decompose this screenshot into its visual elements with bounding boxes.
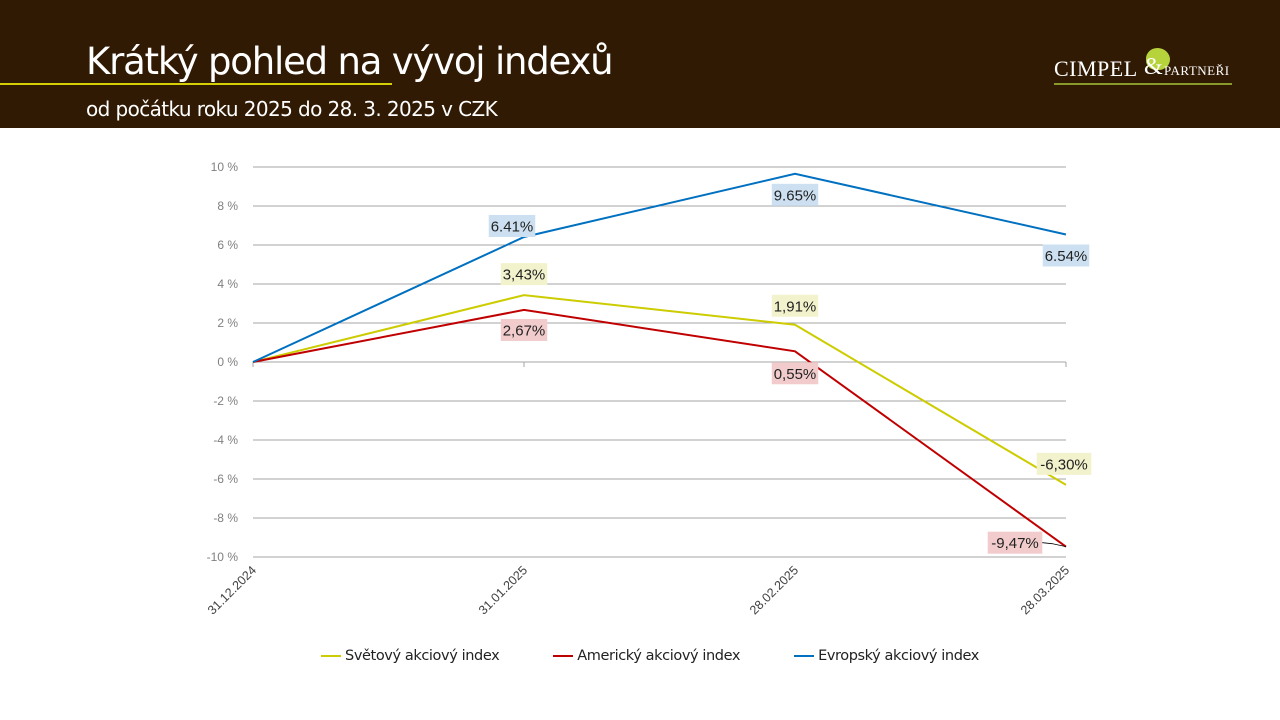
logo-ampersand: & [1144,54,1163,80]
data-label-background [488,215,536,238]
y-tick-label: 2 % [217,316,238,330]
y-tick-label: 10 % [211,160,239,174]
legend-item: Americký akciový index [533,648,740,664]
x-axis-tick-labels: 31.12.2024 31.01.2025 28.02.2025 28.03.2025 [205,563,1072,617]
series-line [252,294,1067,486]
y-tick-label: -2 % [213,394,238,408]
data-label-background [500,263,548,286]
data-label-background [771,362,819,385]
legend-item: Evropský akciový index [774,648,979,664]
page-title: Krátký pohled na vývoj indexů [86,40,614,83]
data-label: -6,30% [1040,456,1088,473]
data-label: 3,43% [503,267,546,284]
y-tick-label: -6 % [213,472,238,486]
title-underline [0,83,392,85]
logo-underline [1054,83,1232,85]
x-tick-label: 28.03.2025 [1018,563,1072,617]
legend-swatch [553,655,574,657]
data-label-background [500,318,548,341]
legend-swatch [794,655,815,657]
x-tick-label: 31.12.2024 [205,563,259,617]
data-label-background [987,531,1043,554]
legend-label: Světový akciový index [345,648,500,664]
data-label-background [771,294,819,317]
company-logo: CIMPEL & PARTNEŘI [1050,46,1235,88]
data-label: -9,47% [991,535,1039,552]
y-tick-label: -4 % [213,433,238,447]
y-axis-ticks: 10 % 8 % 6 % 4 % 2 % 0 % -2 % -4 % -6 % -8 % -10 % [207,160,239,564]
series-line [252,308,1067,548]
y-tick-label: -10 % [207,550,239,564]
legend-label: Americký akciový index [577,648,741,664]
data-labels: 3,43% 1,91% -6,30% 2,67% 0,55% -9,47% 6.41% 9.6… [488,183,1092,554]
data-label: 9.65% [774,187,817,204]
logo-sub-text: PARTNEŘI [1164,63,1230,78]
data-label: 1,91% [774,298,817,315]
data-label: 6.41% [491,219,534,236]
legend-swatch [321,655,342,657]
series-lines [252,172,1067,548]
series-line [252,172,1067,363]
y-tick-label: 6 % [217,238,238,252]
data-label-background [1042,244,1090,267]
x-tick-label: 31.01.2025 [476,563,530,617]
data-label-background [771,183,819,206]
data-label: 2,67% [503,322,546,339]
gridlines [253,166,1066,558]
y-tick-label: 0 % [217,355,238,369]
data-label: 6.54% [1045,248,1088,265]
page-subtitle: od počátku roku 2025 do 28. 3. 2025 v CZ… [86,97,498,121]
x-tick-label: 28.02.2025 [747,563,801,617]
y-tick-label: 8 % [217,199,238,213]
y-tick-label: 4 % [217,277,238,291]
legend-label: Evropský akciový index [818,648,979,664]
slide-header: Krátký pohled na vývoj indexů od počátku… [0,0,1280,128]
chart-legend: Světový akciový index Americký akciový in… [0,648,1280,664]
legend-item: Světový akciový index [301,648,500,664]
logo-main-text: CIMPEL [1054,56,1138,81]
leaf-icon [1146,48,1170,70]
data-label-background [1036,452,1092,475]
data-label: 0,55% [774,366,817,383]
x-axis [252,362,1067,367]
y-tick-label: -8 % [213,511,238,525]
